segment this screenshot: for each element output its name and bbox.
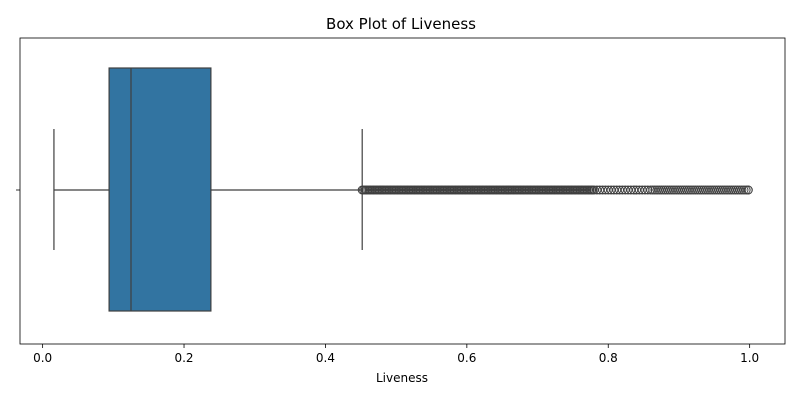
boxplot: [53, 67, 363, 312]
chart-title: Box Plot of Liveness: [326, 15, 476, 33]
x-tick-label: 0.6: [457, 351, 476, 365]
x-axis: 0.0 0.2 0.4 0.6 0.8 1.0: [33, 344, 759, 365]
x-tick-label: 0.4: [316, 351, 335, 365]
x-tick-label: 1.0: [740, 351, 759, 365]
outlier-point: [737, 185, 747, 195]
plot-area-frame: [19, 37, 786, 345]
iqr-box: [108, 67, 212, 312]
outlier-point: [739, 185, 749, 195]
outlier-point: [643, 185, 653, 195]
x-tick-label: 0.8: [599, 351, 618, 365]
x-axis-label: Liveness: [376, 371, 428, 385]
x-tick-label: 0.0: [33, 351, 52, 365]
outlier-markers: [357, 185, 753, 195]
outlier-point: [743, 185, 753, 195]
x-tick-label: 0.2: [174, 351, 193, 365]
outlier-point: [741, 185, 751, 195]
